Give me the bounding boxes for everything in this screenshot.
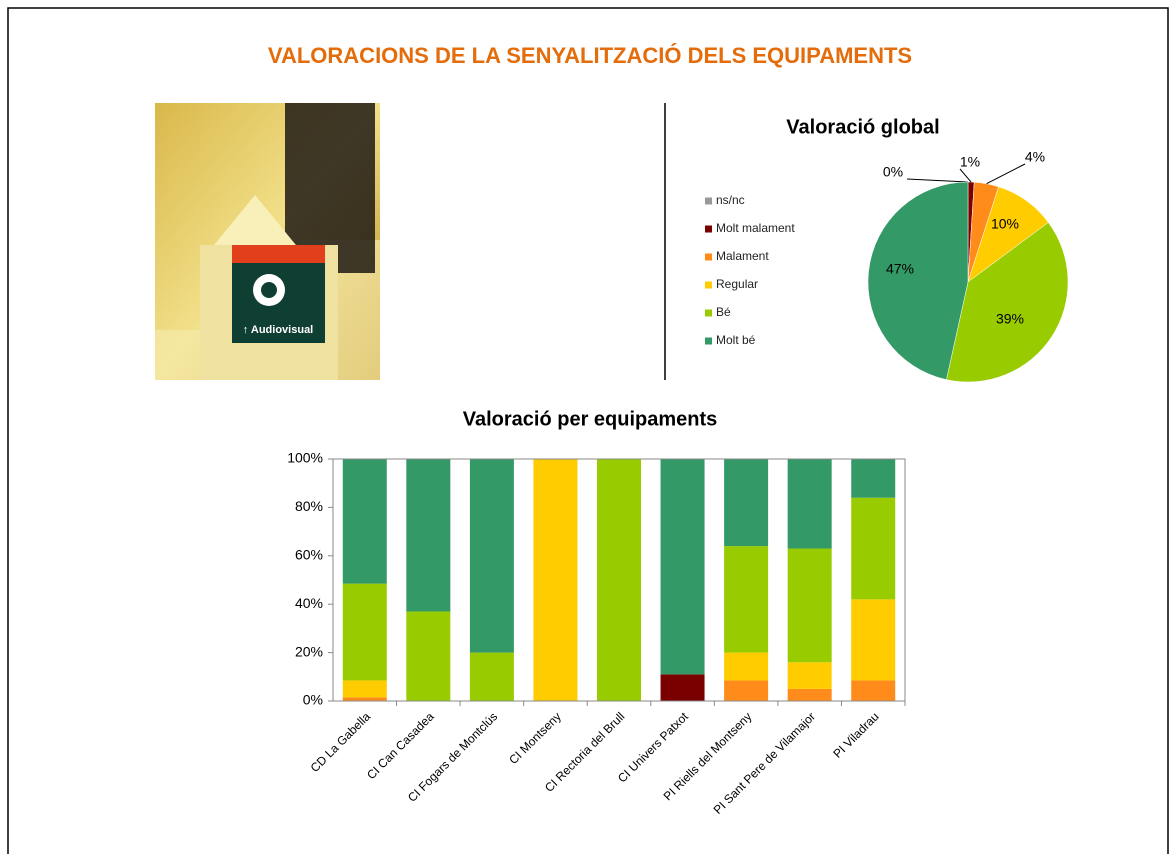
- bar-title: Valoració per equipaments: [463, 408, 718, 430]
- bar-segment: [406, 459, 450, 611]
- leader-line: [987, 164, 1025, 184]
- legend-swatch: [705, 282, 712, 289]
- bar-segment: [343, 697, 387, 701]
- leader-line: [960, 169, 971, 182]
- pie-label: 47%: [886, 261, 914, 277]
- pie-label: 0%: [883, 164, 903, 180]
- legend-label: Bé: [716, 305, 731, 319]
- bar-segment: [788, 689, 832, 701]
- leader-line: [907, 179, 968, 182]
- x-tick-label: CI Can Casadea: [364, 709, 437, 782]
- bar-segment: [343, 680, 387, 697]
- bar-segment: [533, 459, 577, 701]
- y-tick-label: 20%: [295, 643, 323, 659]
- pie-label: 4%: [1025, 149, 1045, 165]
- legend-swatch: [705, 338, 712, 345]
- y-tick-label: 100%: [287, 450, 323, 466]
- legend-label: Regular: [716, 277, 758, 291]
- pie-label: 39%: [996, 311, 1024, 327]
- y-tick-label: 40%: [295, 595, 323, 611]
- bar-segment: [597, 459, 641, 701]
- legend-swatch: [705, 226, 712, 233]
- bar-segment: [343, 459, 387, 584]
- pie-label: 1%: [960, 154, 980, 170]
- bar-segment: [851, 498, 895, 600]
- legend-swatch: [705, 198, 712, 205]
- legend-label: Malament: [716, 249, 769, 263]
- bar-segment: [406, 611, 450, 701]
- bar-segment: [724, 653, 768, 681]
- slide: VALORACIONS DE LA SENYALITZACIÓ DELS EQU…: [0, 0, 1173, 854]
- x-tick-label: CI Montseny: [506, 709, 564, 767]
- bar-segment: [343, 584, 387, 681]
- photo: ↑ Audiovisual: [155, 103, 380, 380]
- bar-segment: [851, 599, 895, 680]
- bar-segment: [851, 680, 895, 701]
- slide-title: VALORACIONS DE LA SENYALITZACIÓ DELS EQU…: [268, 43, 912, 68]
- bar-segment: [788, 549, 832, 663]
- x-tick-label: CD La Gabella: [308, 709, 374, 775]
- legend-swatch: [705, 310, 712, 317]
- pie-slice: [868, 182, 968, 380]
- bar-segment: [724, 459, 768, 546]
- y-tick-label: 0%: [303, 692, 323, 708]
- legend-label: ns/nc: [716, 193, 745, 207]
- bar-segment: [724, 680, 768, 701]
- bar-segment: [470, 653, 514, 701]
- bar-segment: [470, 459, 514, 653]
- pie-title: Valoració global: [786, 116, 939, 138]
- x-tick-label: PI Viladrau: [830, 709, 881, 760]
- x-tick-label: PI Sant Pere de Vilamajor: [711, 709, 818, 816]
- sign-text: ↑ Audiovisual: [243, 324, 314, 336]
- legend-label: Molt bé: [716, 333, 756, 347]
- legend-label: Molt malament: [716, 221, 795, 235]
- y-tick-label: 80%: [295, 498, 323, 514]
- bar-segment: [788, 459, 832, 549]
- bar-segment: [788, 662, 832, 689]
- bar-segment: [724, 546, 768, 652]
- y-tick-label: 60%: [295, 547, 323, 563]
- legend-swatch: [705, 254, 712, 261]
- bar-segment: [661, 674, 705, 701]
- bar-segment: [851, 459, 895, 498]
- pie-label: 10%: [991, 216, 1019, 232]
- bar-segment: [661, 459, 705, 674]
